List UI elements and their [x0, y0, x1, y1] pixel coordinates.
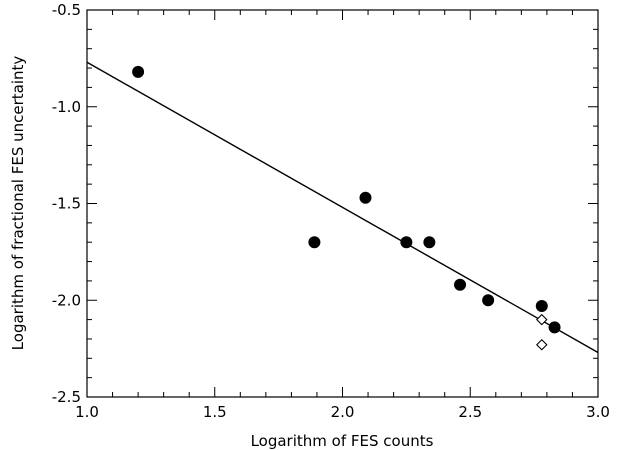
x-tick-label: 1.0 — [75, 403, 99, 421]
tick-labels: 1.0 1.5 2.0 2.5 3.0 -2.5 -2.0 -1.5 -1.0 -0.5 — [52, 1, 610, 421]
y-tick-label: -0.5 — [52, 1, 81, 19]
data-point — [454, 278, 467, 291]
data-points — [132, 65, 561, 351]
y-axis-title: Logarithm of fractional FES uncertainty — [9, 56, 27, 351]
y-tick-label: -1.5 — [52, 195, 81, 213]
y-tick-label: -2.0 — [52, 291, 81, 309]
data-point — [535, 300, 548, 313]
fit-line-group — [86, 61, 599, 354]
plot-frame — [86, 9, 599, 398]
y-tick-label: -2.5 — [52, 388, 81, 406]
fit-line — [86, 61, 599, 354]
data-point — [308, 236, 321, 249]
data-point — [359, 191, 372, 204]
diamond-point — [536, 313, 548, 326]
data-point — [132, 65, 145, 78]
x-tick-label: 2.5 — [458, 403, 482, 421]
x-tick-label: 3.0 — [586, 403, 610, 421]
data-point — [548, 321, 561, 334]
axis-ticks — [86, 9, 599, 398]
data-point — [423, 236, 436, 249]
data-point — [400, 236, 413, 249]
x-tick-label: 1.5 — [203, 403, 227, 421]
y-tick-label: -1.0 — [52, 98, 81, 116]
data-point — [482, 294, 495, 307]
diamond-point — [536, 338, 548, 351]
x-axis-title: Logarithm of FES counts — [251, 432, 434, 450]
x-tick-label: 2.0 — [331, 403, 355, 421]
